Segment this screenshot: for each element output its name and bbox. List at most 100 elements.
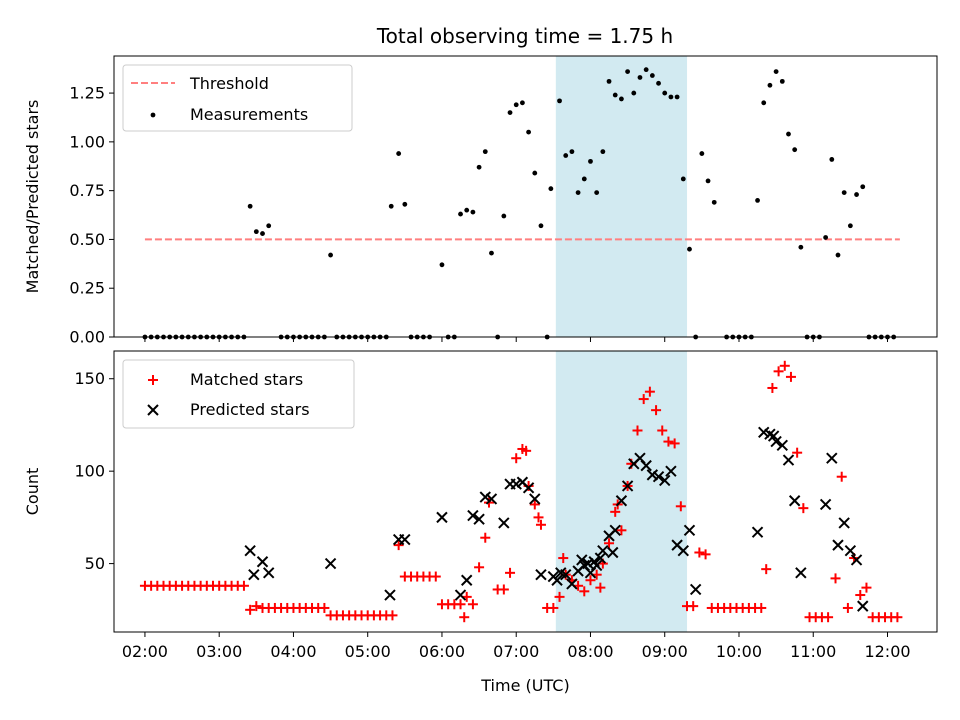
matched-point	[688, 601, 699, 612]
x-tick-label: 05:00	[345, 642, 391, 661]
matched-point	[663, 436, 674, 447]
matched-point	[498, 584, 509, 595]
x-tick-label: 04:00	[270, 642, 316, 661]
top-x-axis-ticks	[144, 337, 888, 342]
matched-point	[467, 599, 478, 610]
matched-point	[669, 438, 680, 449]
measurement-point	[520, 100, 525, 106]
legend-measurements-label: Measurements	[190, 105, 308, 124]
measurement-point	[557, 98, 562, 104]
predicted-point	[665, 465, 677, 477]
legend-measurements-swatch	[150, 112, 156, 118]
measurement-point	[637, 75, 643, 80]
matched-point	[387, 610, 398, 621]
count-points	[139, 360, 903, 623]
matched-point	[579, 586, 590, 597]
legend-threshold-label: Threshold	[189, 74, 269, 93]
predicted-point	[473, 513, 485, 525]
measurement-point	[328, 252, 333, 258]
y-tick-label: 100	[74, 462, 105, 481]
predicted-point	[677, 544, 690, 557]
predicted-point	[838, 517, 850, 529]
matched-point	[892, 612, 903, 623]
predicted-point	[621, 480, 634, 492]
measurement-point	[829, 157, 835, 162]
predicted-point	[461, 574, 473, 586]
measurement-point	[699, 151, 705, 156]
y-tick-label: 0.00	[69, 328, 105, 347]
measurement-point	[854, 192, 859, 197]
measurement-point	[668, 94, 674, 100]
measurement-point	[563, 153, 569, 158]
measurement-point	[625, 69, 631, 75]
predicted-point	[683, 524, 696, 537]
predicted-point	[324, 557, 337, 570]
matched-point	[675, 501, 686, 512]
legend-predicted-label: Predicted stars	[190, 400, 310, 419]
matched-point	[644, 386, 655, 397]
matched-point	[651, 405, 662, 416]
y-tick-label: 0.75	[69, 181, 105, 200]
measurement-point	[513, 102, 519, 108]
predicted-point	[751, 526, 764, 538]
predicted-point	[826, 452, 838, 464]
matched-point	[861, 582, 872, 593]
matched-point	[558, 553, 569, 564]
matched-point	[459, 612, 470, 623]
predicted-point	[609, 524, 621, 537]
measurement-point	[674, 94, 680, 100]
predicted-point	[844, 544, 857, 557]
matched-point	[823, 612, 834, 623]
measurement-point	[581, 176, 587, 182]
bottom-x-axis: 02:00 03:00 04:00 05:00 06:00 07:00 08:00 09:00…	[122, 632, 911, 661]
y-tick-label: 1.00	[69, 132, 105, 151]
matched-point	[632, 425, 643, 436]
matched-point	[792, 447, 803, 458]
measurement-point	[841, 190, 847, 195]
measurement-point	[482, 149, 488, 155]
predicted-point	[248, 568, 260, 581]
matched-point	[657, 425, 668, 436]
matched-point	[535, 519, 546, 530]
matched-point	[511, 453, 522, 464]
measurement-point	[507, 110, 513, 115]
matched-point	[638, 394, 649, 405]
top-legend-box	[122, 64, 353, 132]
y-tick-label: 0.25	[69, 279, 105, 298]
measurement-point	[755, 198, 760, 203]
chart-title: Total observing time = 1.75 h	[376, 24, 673, 48]
measurement-point	[792, 147, 798, 153]
predicted-point	[467, 509, 479, 522]
predicted-point	[607, 546, 619, 559]
matched-point	[616, 525, 627, 536]
measurement-point	[470, 209, 476, 215]
predicted-point	[566, 578, 578, 590]
matched-point	[798, 503, 809, 514]
measurement-points	[142, 67, 897, 340]
x-tick-label: 10:00	[716, 642, 762, 661]
matched-point	[830, 573, 841, 584]
y-tick-label: 1.25	[69, 84, 105, 103]
matched-point	[238, 580, 249, 591]
measurement-point	[464, 207, 470, 213]
top-panel-frame	[113, 55, 938, 338]
matched-point	[319, 602, 330, 613]
predicted-point	[485, 493, 498, 505]
measurement-point	[662, 90, 668, 96]
matched-point	[393, 540, 404, 551]
x-axis-label: Time (UTC)	[480, 676, 569, 695]
matched-point	[251, 601, 262, 612]
y-tick-label: 50	[85, 554, 105, 573]
matched-point	[521, 445, 532, 456]
predicted-point	[776, 439, 789, 451]
x-tick-label: 07:00	[493, 642, 539, 661]
x-tick-label: 08:00	[567, 642, 613, 661]
measurement-point	[458, 211, 463, 217]
predicted-point	[384, 589, 396, 601]
top-y-axis: 0.00 0.25 0.50 0.75 1.00 1.25	[69, 84, 114, 347]
matched-point	[836, 471, 847, 482]
top-y-axis-label: Matched/Predicted stars	[23, 100, 42, 294]
predicted-point	[782, 454, 795, 466]
predicted-point	[262, 567, 275, 579]
